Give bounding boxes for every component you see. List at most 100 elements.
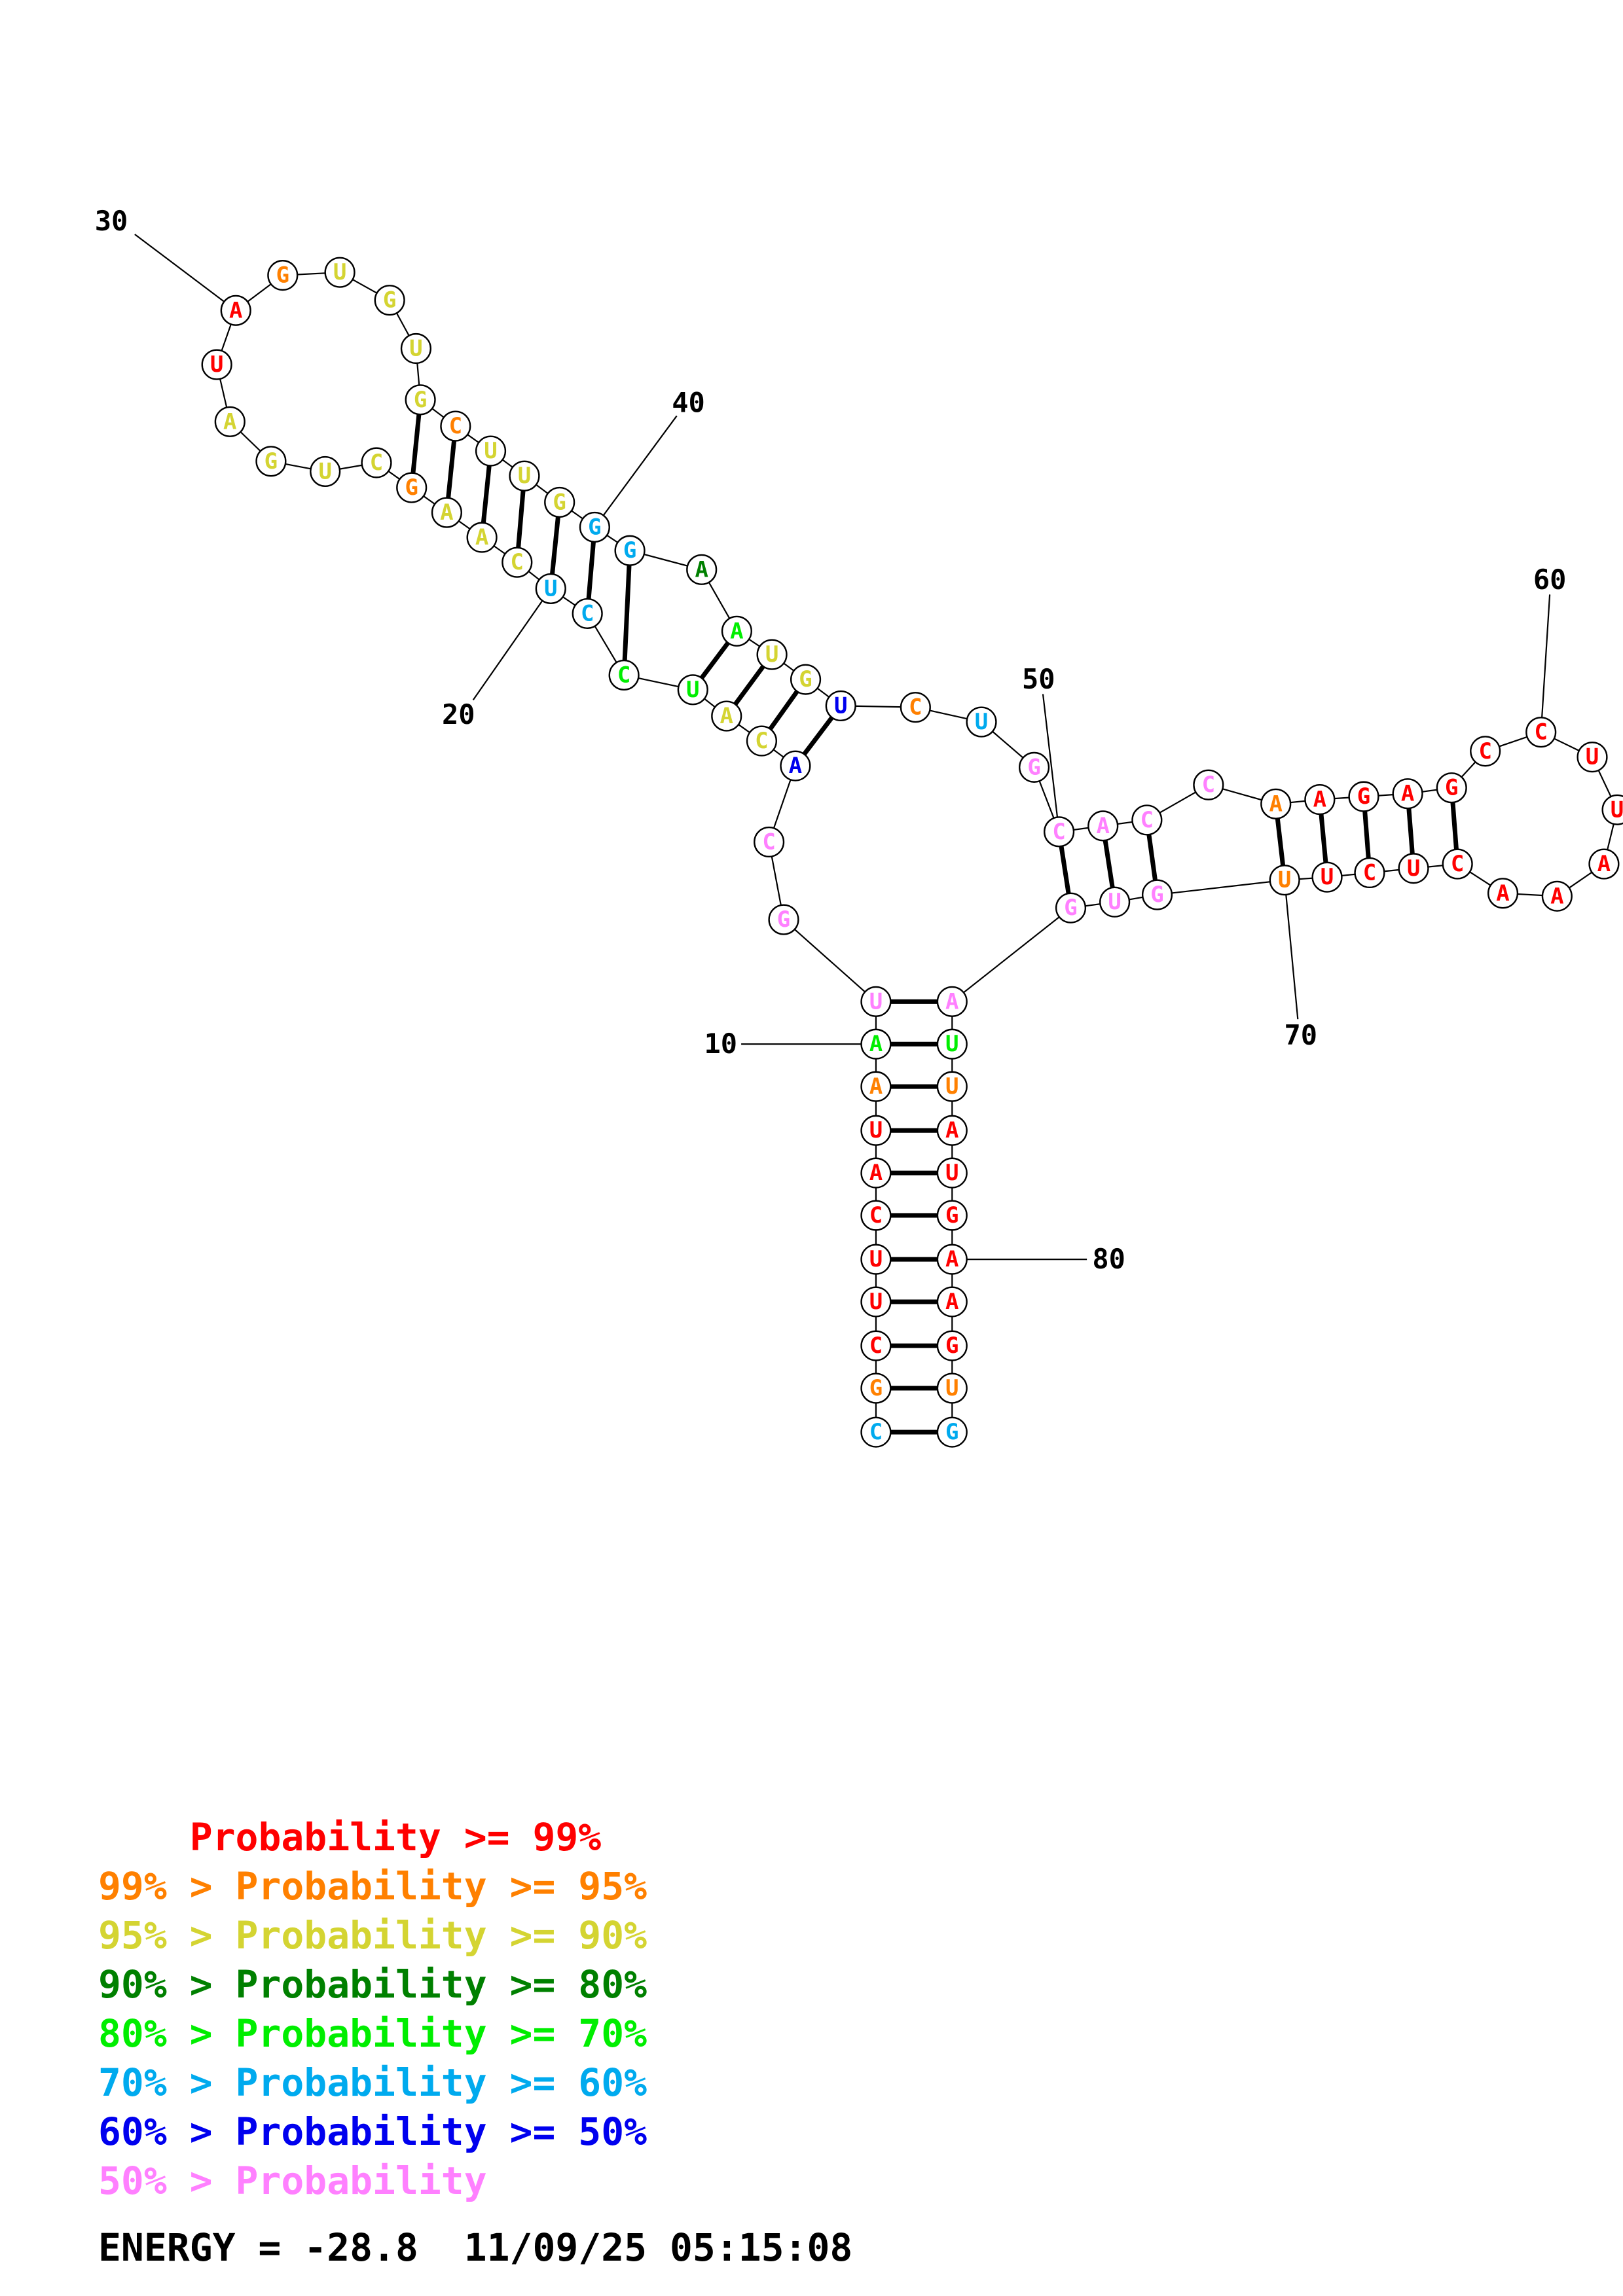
nucleotide: G [936, 1200, 968, 1231]
base-pair-bond [1103, 840, 1115, 888]
nucleotide-base: U [1407, 855, 1420, 882]
index-tick [134, 234, 236, 312]
nucleotide-circle [860, 986, 892, 1017]
nucleotide: C [1442, 848, 1473, 880]
nucleotide-base: G [945, 1202, 958, 1229]
nucleotide-base: G [588, 514, 601, 540]
nucleotide: C [440, 410, 471, 442]
nucleotide: U [756, 639, 788, 670]
nucleotide-base: U [975, 709, 988, 735]
nucleotide-base: G [276, 262, 289, 289]
nucleotide: U [475, 435, 507, 467]
nucleotide-base: G [799, 666, 812, 692]
nucleotide: A [1392, 778, 1423, 810]
nucleotide: U [825, 690, 856, 721]
legend-range-prefix: 70% > [98, 2060, 236, 2105]
base-pair-bond [550, 516, 560, 575]
base-pair-bond [733, 665, 765, 706]
nucleotide-circle [1588, 848, 1620, 880]
nucleotide-base: A [695, 556, 708, 583]
nucleotide: U [1577, 742, 1608, 773]
nucleotide-base: A [945, 988, 958, 1014]
nucleotide: U [936, 1071, 968, 1102]
nucleotide-circle [721, 615, 752, 647]
nucleotide-circle [860, 1200, 892, 1231]
nucleotide: G [1141, 879, 1173, 910]
nucleotide-circle [860, 1071, 892, 1102]
nucleotide-base: C [762, 829, 775, 855]
nucleotide-circle [780, 750, 811, 781]
nucleotide-circle [1487, 878, 1519, 909]
index-numbers: 10 20 30 40 50 60 70 80 [95, 205, 1567, 1275]
legend-row: 95% > Probability >= 90% [98, 1911, 647, 1960]
nucleotide: U [509, 460, 540, 492]
nucleotide-base: U [333, 259, 346, 285]
nucleotide-base: G [1064, 895, 1077, 921]
nucleotide-base: U [869, 1289, 883, 1315]
nucleotide-base: U [1278, 867, 1291, 893]
spacer [418, 2225, 464, 2270]
nucleotide: A [686, 554, 718, 585]
nucleotide: C [608, 659, 640, 691]
nucleotide-base: U [1586, 744, 1599, 770]
nucleotide: G [374, 285, 405, 316]
nucleotide: U [936, 1372, 968, 1404]
nucleotide-base: G [405, 475, 418, 501]
nucleotide: U [1099, 886, 1131, 918]
nucleotide-circle [544, 486, 575, 518]
nucleotide-circle [431, 497, 462, 528]
legend-range-prefix [98, 1815, 190, 1859]
nucleotide-base: C [370, 450, 383, 476]
nucleotide: C [1470, 736, 1501, 767]
nucleotide-circle [900, 692, 931, 723]
nucleotide: A [936, 1244, 968, 1275]
nucleotide: G [544, 486, 575, 518]
nucleotide: U [1311, 861, 1343, 893]
base-pair-bond [768, 690, 799, 730]
nucleotide-base: G [1357, 783, 1370, 810]
nucleotide: A [1487, 878, 1519, 909]
index-tick [1284, 880, 1299, 1020]
nucleotide: C [361, 447, 392, 478]
nucleotide-base: C [869, 1202, 883, 1229]
nucleotide: A [1260, 788, 1292, 819]
nucleotide: U [936, 1028, 968, 1060]
nucleotide: C [754, 826, 785, 858]
nucleotide: A [1304, 784, 1336, 816]
nucleotide-base: A [945, 1289, 958, 1315]
legend-row: 60% > Probability >= 50% [98, 2108, 647, 2157]
nucleotide-circle [1304, 784, 1336, 816]
nucleotide-circle [936, 1244, 968, 1275]
nucleotide-base: A [730, 618, 743, 644]
nucleotide-circle [608, 659, 640, 691]
nucleotide-base: G [623, 537, 636, 564]
index-number: 60 [1533, 564, 1567, 596]
nucleotide-circle [825, 690, 856, 721]
nucleotide-base: C [1534, 719, 1547, 745]
nucleotide-base: U [686, 677, 699, 703]
nucleotide-base: G [777, 906, 790, 933]
nucleotide: C [860, 1416, 892, 1448]
nucleotide-base: G [1445, 775, 1458, 801]
nucleotide-base: A [869, 1031, 883, 1057]
nucleotide: G [790, 664, 822, 695]
nucleotide-circle [754, 826, 785, 858]
nucleotide-circle [1311, 861, 1343, 893]
nucleotide-base: U [869, 1246, 883, 1272]
nucleotide-base: U [1321, 864, 1334, 890]
nucleotide-base: A [475, 524, 488, 550]
nucleotide: U [860, 1244, 892, 1275]
base-pair-bond [410, 414, 422, 474]
index-lines [134, 234, 1551, 1261]
nucleotide-circle [936, 986, 968, 1017]
backbone-segment [783, 919, 877, 1003]
base-pair-bond [1146, 834, 1158, 881]
nucleotide: U [201, 349, 232, 380]
nucleotide-base: U [484, 438, 497, 464]
base-pair-bond [699, 641, 730, 679]
nucleotide-base: A [1313, 787, 1326, 813]
nucleotide-circle [1577, 742, 1608, 773]
nucleotide-base: C [1451, 851, 1464, 877]
nucleotide: A [860, 1028, 892, 1060]
